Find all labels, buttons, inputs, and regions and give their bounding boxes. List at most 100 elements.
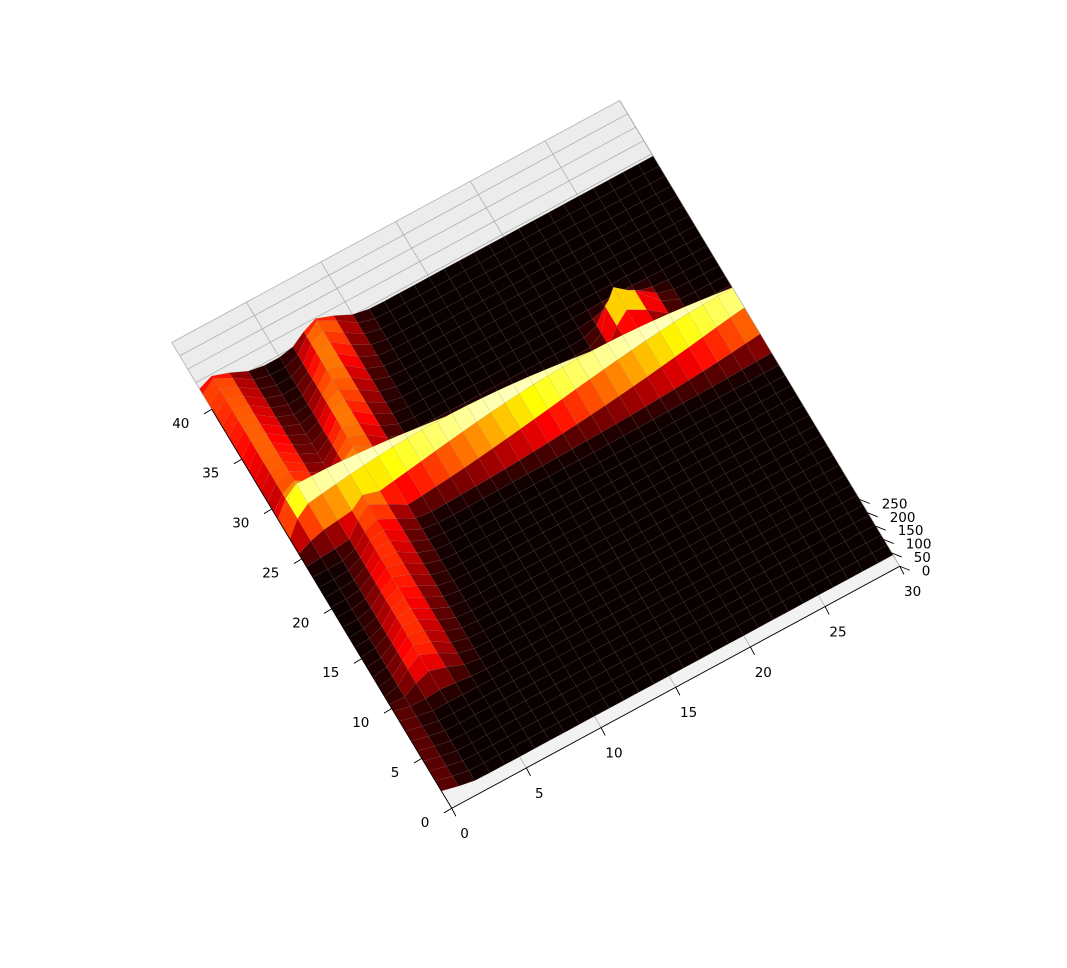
surface-cell <box>573 706 595 725</box>
surface-cell <box>422 720 445 737</box>
y-tick-label: 35 <box>202 466 219 482</box>
surface-cell <box>737 485 759 504</box>
surface-cell <box>518 352 541 371</box>
x-tick-label: 10 <box>605 746 622 762</box>
surface-cell <box>709 275 732 294</box>
z-tick <box>875 525 886 531</box>
surface-cell <box>725 597 747 616</box>
surface-cell <box>808 473 831 492</box>
surface-cell <box>503 294 525 313</box>
surface-cell <box>620 257 642 277</box>
surface-cell <box>545 232 567 251</box>
surface-cell <box>717 352 743 379</box>
surface-cell <box>473 376 496 395</box>
surface-cell <box>617 682 640 701</box>
surface-cell <box>450 638 475 654</box>
surface-cell <box>490 402 521 440</box>
surface-cell <box>488 368 511 387</box>
x-tick-label: 0 <box>460 826 469 842</box>
surface-cell <box>507 596 529 615</box>
y-tick-label: 5 <box>391 765 400 781</box>
surface-cell <box>440 750 463 767</box>
surface-cell <box>712 377 735 398</box>
surface-cell <box>548 336 570 355</box>
surface-cell <box>569 602 592 621</box>
surface-cell <box>647 467 669 487</box>
surface-cell <box>256 442 278 462</box>
surface-cell <box>444 524 466 543</box>
surface-cell <box>365 548 381 576</box>
surface-cell <box>643 165 666 185</box>
surface-cell <box>376 518 404 531</box>
surface-cell <box>452 770 475 787</box>
surface-cell <box>760 393 783 412</box>
surface-cell <box>608 502 631 521</box>
surface-cell <box>357 607 377 630</box>
y-tick <box>413 757 422 764</box>
surface-cell <box>438 514 460 533</box>
surface-cell <box>646 203 669 223</box>
surface-cell <box>649 175 672 195</box>
y-tick <box>263 508 272 515</box>
surface-cell <box>717 287 745 318</box>
surface-cell <box>421 486 447 512</box>
surface-cell <box>336 410 359 428</box>
surface-cell <box>453 572 475 591</box>
surface-mesh <box>199 155 894 792</box>
surface-cell <box>634 183 657 203</box>
surface-cell <box>507 728 529 747</box>
y-tick <box>323 608 332 614</box>
y-tick-label: 40 <box>172 416 189 432</box>
surface-cell <box>440 354 463 374</box>
surface-cell <box>519 451 543 475</box>
x-tick <box>600 727 606 736</box>
surface-cell <box>743 495 765 514</box>
surface-cell <box>551 308 573 327</box>
axis-ticks: 0510152025300510152025303540050100150200… <box>172 408 931 842</box>
surface-cell <box>662 657 685 677</box>
surface-cell <box>680 621 703 641</box>
surface-cell <box>671 441 693 461</box>
surface-cell <box>707 633 729 653</box>
surface-cell <box>528 730 550 749</box>
surface-cell <box>692 641 715 661</box>
surface-cell <box>575 216 597 235</box>
z-tick <box>859 499 870 504</box>
surface-cell <box>466 397 491 423</box>
surface-cell <box>761 459 783 478</box>
surface-cell <box>281 424 307 436</box>
surface-cell <box>501 718 523 737</box>
surface-cell <box>446 562 469 581</box>
surface-cell <box>578 318 597 338</box>
surface-cell <box>752 609 774 628</box>
surface-cell <box>603 689 625 709</box>
surface-cell <box>370 558 387 584</box>
surface-cell <box>513 738 535 757</box>
surface-cell <box>264 357 286 376</box>
surface-cell <box>416 314 439 334</box>
surface-cell <box>303 318 318 337</box>
surface-cell <box>638 419 660 439</box>
x-tick-label: 15 <box>680 705 697 721</box>
x-tick <box>824 606 830 615</box>
surface-cell <box>631 211 654 231</box>
surface-cell <box>415 511 439 530</box>
surface-cell <box>686 631 709 651</box>
surface-cell <box>397 635 414 661</box>
surface-cell <box>285 354 304 377</box>
x-tick <box>675 687 681 696</box>
surface-cell <box>682 394 705 415</box>
surface-cell <box>468 762 491 781</box>
surface-cell <box>352 308 376 324</box>
surface-cell <box>501 586 523 605</box>
surface-cell <box>652 213 675 233</box>
surface-cell <box>677 649 700 669</box>
surface-cell <box>756 352 780 374</box>
surface-cell <box>587 235 609 255</box>
surface-cell <box>740 457 762 476</box>
surface-cell <box>438 712 461 731</box>
surface-cell <box>581 622 604 641</box>
surface-cell <box>421 421 449 452</box>
surface-cell <box>264 394 289 409</box>
y-tick-label: 30 <box>232 516 249 532</box>
